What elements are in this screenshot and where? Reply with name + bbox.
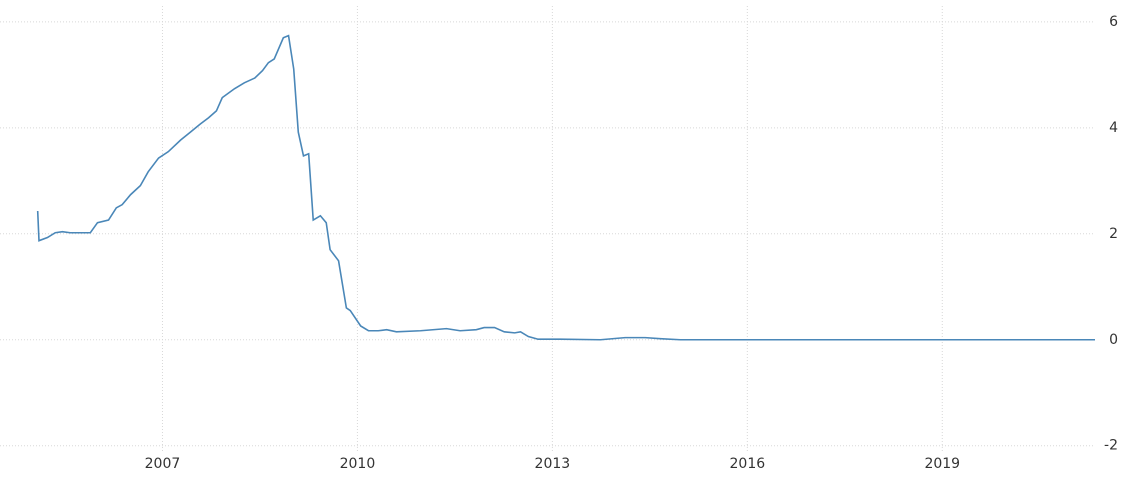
x-tick-label: 2016 — [730, 456, 766, 472]
x-tick-label: 2019 — [924, 456, 960, 472]
line — [36, 34, 1095, 341]
y-tick-label: 4 — [1109, 120, 1118, 136]
y-tick-label: -2 — [1104, 438, 1118, 454]
y-tick-label: 0 — [1109, 332, 1118, 348]
x-tick-label: 2007 — [145, 456, 181, 472]
x-tick-label: 2013 — [535, 456, 571, 472]
y-tick-label: 2 — [1109, 226, 1118, 242]
x-tick-label: 2010 — [340, 456, 376, 472]
y-tick-label: 6 — [1109, 14, 1118, 30]
